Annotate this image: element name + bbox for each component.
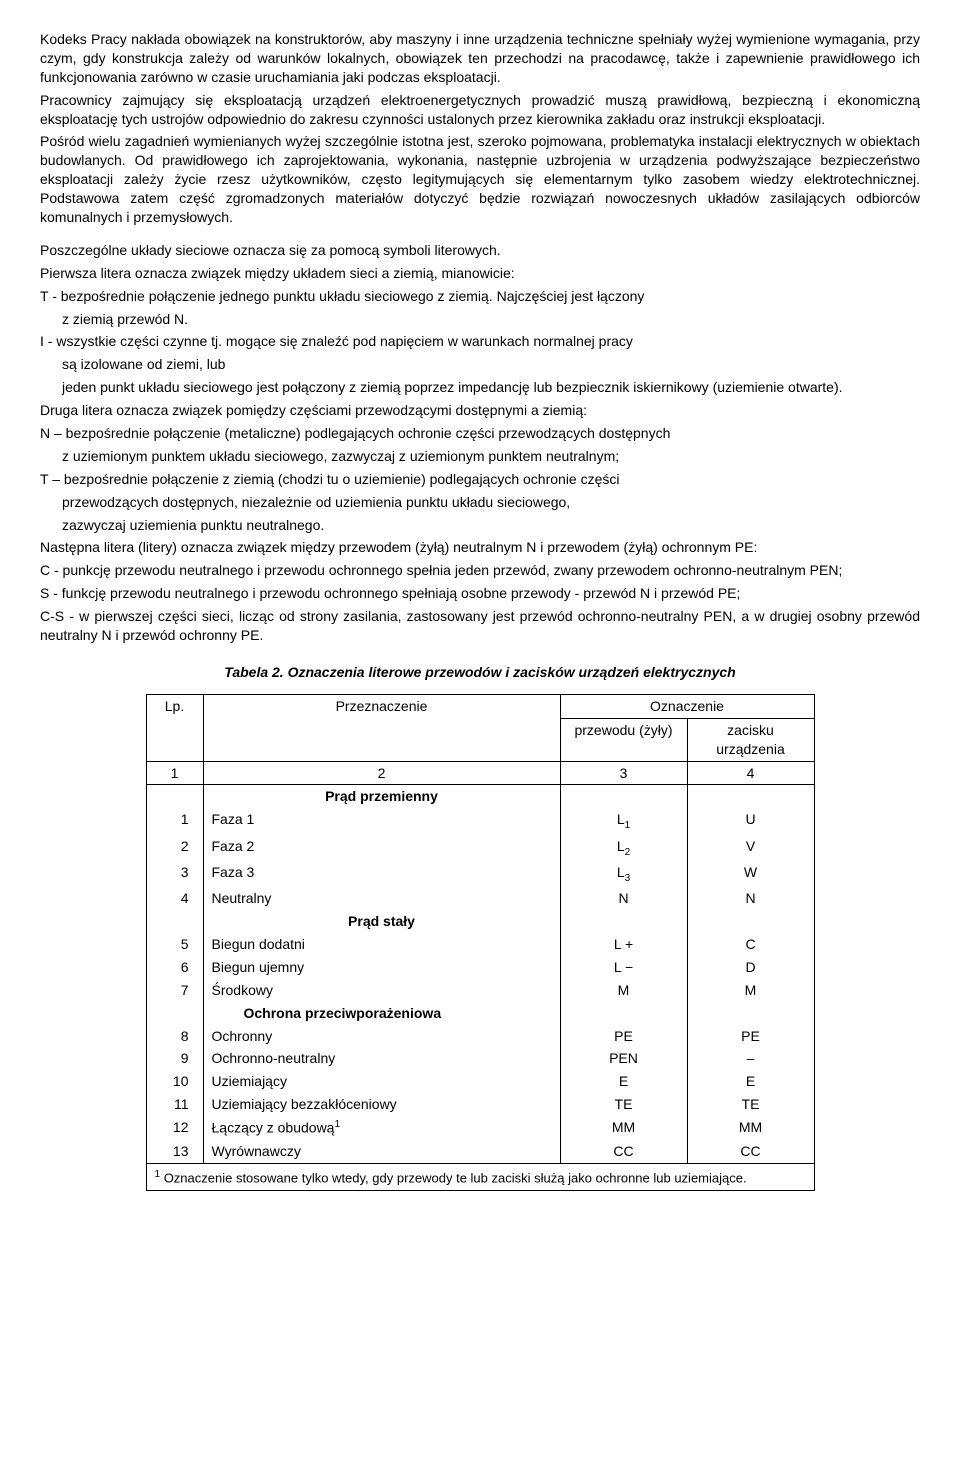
r10-a: E	[560, 1070, 687, 1093]
r11-n: 11	[146, 1093, 203, 1116]
th-przew: przewodu (żyły)	[560, 718, 687, 761]
th-zac: zacisku urządzenia	[687, 718, 814, 761]
r11-p: Uziemiający bezzakłóceniowy	[203, 1093, 560, 1116]
r2-p: Faza 2	[203, 835, 560, 861]
r9-n: 9	[146, 1047, 203, 1070]
r5-b: C	[687, 933, 814, 956]
r9-b: –	[687, 1047, 814, 1070]
r13-p: Wyrównawczy	[203, 1140, 560, 1163]
para-3: Pośród wielu zagadnień wymienianych wyże…	[40, 132, 920, 226]
r4-b: N	[687, 887, 814, 910]
r7-a: M	[560, 979, 687, 1002]
def-line-3: T - bezpośrednie połączenie jednego punk…	[40, 287, 920, 306]
r4-a: N	[560, 887, 687, 910]
r11-a: TE	[560, 1093, 687, 1116]
r13-a: CC	[560, 1140, 687, 1163]
r2-b: V	[687, 835, 814, 861]
def-line-4b: są izolowane od ziemi, lub	[40, 355, 920, 374]
colnum-3: 3	[560, 761, 687, 785]
table-footnote: 1 Oznaczenie stosowane tylko wtedy, gdy …	[146, 1163, 814, 1191]
def-line-7b: przewodzących dostępnych, niezależnie od…	[40, 493, 920, 512]
r13-n: 13	[146, 1140, 203, 1163]
r5-n: 5	[146, 933, 203, 956]
r1-a: L1	[560, 808, 687, 834]
th-prz: Przeznaczenie	[203, 694, 560, 761]
def-line-7c: zazwyczaj uziemienia punktu neutralnego.	[40, 516, 920, 535]
r6-b: D	[687, 956, 814, 979]
r4-n: 4	[146, 887, 203, 910]
table-title: Tabela 2. Oznaczenia literowe przewodów …	[40, 663, 920, 682]
r3-b: W	[687, 861, 814, 887]
r12-b: MM	[687, 1116, 814, 1140]
colnum-4: 4	[687, 761, 814, 785]
r8-p: Ochronny	[203, 1025, 560, 1048]
r7-p: Środkowy	[203, 979, 560, 1002]
def-line-8: Następna litera (litery) oznacza związek…	[40, 538, 920, 557]
r12-a: MM	[560, 1116, 687, 1140]
r3-a: L3	[560, 861, 687, 887]
th-ozn: Oznaczenie	[560, 694, 814, 718]
def-line-4: I - wszystkie części czynne tj. mogące s…	[40, 332, 920, 351]
r11-b: TE	[687, 1093, 814, 1116]
def-line-1: Poszczególne układy sieciowe oznacza się…	[40, 241, 920, 260]
def-line-10: S - funkcję przewodu neutralnego i przew…	[40, 584, 920, 603]
r9-p: Ochronno-neutralny	[203, 1047, 560, 1070]
def-line-11: C-S - w pierwszej części sieci, licząc o…	[40, 607, 920, 645]
designations-table: Lp. Przeznaczenie Oznaczenie przewodu (ż…	[146, 694, 815, 1192]
r7-n: 7	[146, 979, 203, 1002]
r10-n: 10	[146, 1070, 203, 1093]
def-line-7: T – bezpośrednie połączenie z ziemią (ch…	[40, 470, 920, 489]
para-2: Pracownicy zajmujący się eksploatacją ur…	[40, 91, 920, 129]
colnum-1: 1	[146, 761, 203, 785]
r6-p: Biegun ujemny	[203, 956, 560, 979]
r6-a: L −	[560, 956, 687, 979]
def-line-9: C - punkcję przewodu neutralnego i przew…	[40, 561, 920, 580]
r5-a: L +	[560, 933, 687, 956]
r5-p: Biegun dodatni	[203, 933, 560, 956]
r8-a: PE	[560, 1025, 687, 1048]
def-line-6: N – bezpośrednie połączenie (metaliczne)…	[40, 424, 920, 443]
def-line-5: Druga litera oznacza związek pomiędzy cz…	[40, 401, 920, 420]
r7-b: M	[687, 979, 814, 1002]
r13-b: CC	[687, 1140, 814, 1163]
r9-a: PEN	[560, 1047, 687, 1070]
def-line-2: Pierwsza litera oznacza związek między u…	[40, 264, 920, 283]
th-lp: Lp.	[146, 694, 203, 761]
definitions-block: Poszczególne układy sieciowe oznacza się…	[40, 241, 920, 645]
intro-block: Kodeks Pracy nakłada obowiązek na konstr…	[40, 30, 920, 227]
r2-a: L2	[560, 835, 687, 861]
def-line-6b: z uziemionym punktem układu sieciowego, …	[40, 447, 920, 466]
r8-n: 8	[146, 1025, 203, 1048]
r12-p: Łączący z obudową1	[203, 1116, 560, 1140]
para-1: Kodeks Pracy nakłada obowiązek na konstr…	[40, 30, 920, 87]
r1-b: U	[687, 808, 814, 834]
def-line-4c: jeden punkt układu sieciowego jest połąc…	[40, 378, 920, 397]
r8-b: PE	[687, 1025, 814, 1048]
r6-n: 6	[146, 956, 203, 979]
r1-p: Faza 1	[203, 808, 560, 834]
r1-n: 1	[146, 808, 203, 834]
section-dc: Prąd stały	[203, 910, 560, 933]
r12-n: 12	[146, 1116, 203, 1140]
r2-n: 2	[146, 835, 203, 861]
r3-p: Faza 3	[203, 861, 560, 887]
r3-n: 3	[146, 861, 203, 887]
r10-p: Uziemiający	[203, 1070, 560, 1093]
def-line-3b: z ziemią przewód N.	[40, 310, 920, 329]
colnum-2: 2	[203, 761, 560, 785]
section-ac: Prąd przemienny	[203, 785, 560, 808]
r10-b: E	[687, 1070, 814, 1093]
r4-p: Neutralny	[203, 887, 560, 910]
section-protection: Ochrona przeciwporażeniowa	[203, 1002, 560, 1025]
